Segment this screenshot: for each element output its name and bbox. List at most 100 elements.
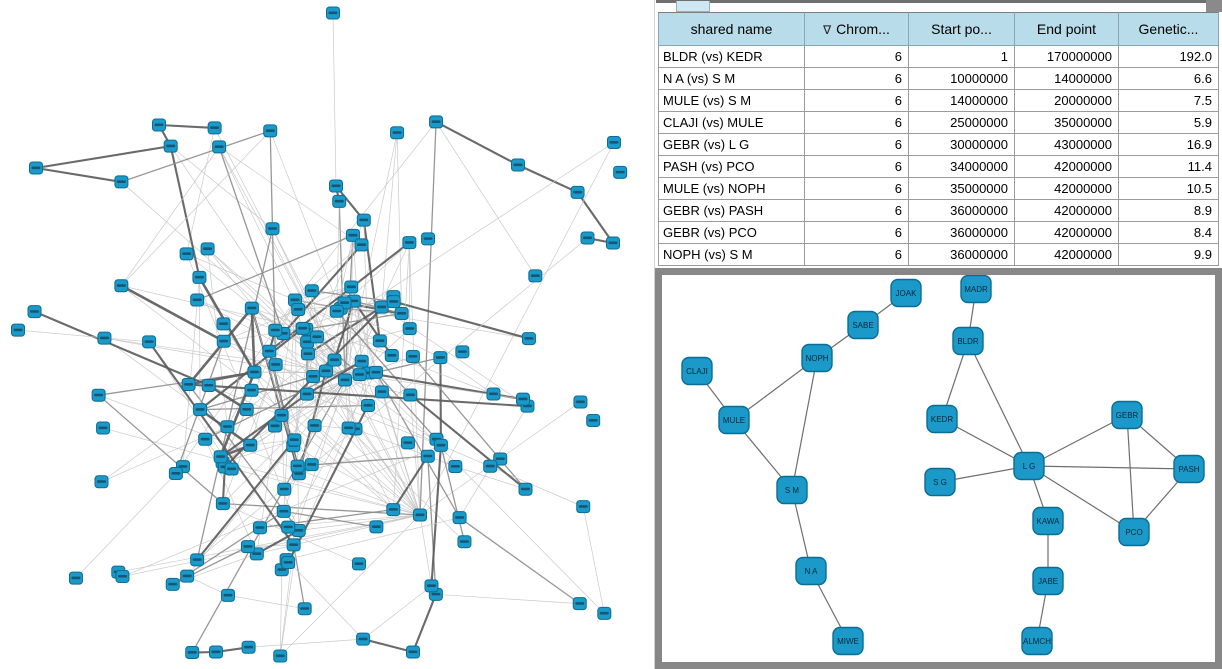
- graph-node[interactable]: [273, 649, 288, 663]
- graph-node[interactable]: N A: [795, 556, 827, 586]
- graph-node[interactable]: [165, 577, 180, 591]
- table-row[interactable]: MULE (vs) S M 6 14000000 20000000 7.5: [658, 89, 1219, 112]
- graph-node[interactable]: NOPH: [801, 343, 833, 373]
- graph-node[interactable]: [241, 640, 256, 654]
- graph-node[interactable]: [212, 140, 227, 154]
- graph-node[interactable]: [247, 365, 262, 379]
- graph-node[interactable]: [224, 462, 239, 476]
- graph-node[interactable]: [356, 213, 371, 227]
- graph-node[interactable]: [421, 232, 436, 246]
- graph-node[interactable]: [606, 135, 621, 149]
- graph-node[interactable]: [295, 321, 310, 335]
- graph-node[interactable]: [220, 420, 235, 434]
- graph-node[interactable]: [299, 387, 314, 401]
- graph-node[interactable]: [448, 460, 463, 474]
- graph-node[interactable]: PCO: [1118, 517, 1150, 547]
- graph-node[interactable]: [192, 270, 207, 284]
- graph-node[interactable]: [252, 521, 267, 535]
- graph-node[interactable]: [455, 345, 470, 359]
- graph-node[interactable]: [301, 347, 316, 361]
- column-header-genetic[interactable]: Genetic...: [1118, 12, 1219, 46]
- graph-node[interactable]: [291, 524, 306, 538]
- graph-node[interactable]: [244, 383, 259, 397]
- graph-node[interactable]: [405, 349, 420, 363]
- graph-node[interactable]: [220, 588, 235, 602]
- graph-node[interactable]: CLAJI: [681, 356, 713, 386]
- graph-node[interactable]: MULE: [718, 405, 750, 435]
- graph-node[interactable]: [309, 330, 324, 344]
- graph-node[interactable]: [281, 520, 296, 534]
- graph-node[interactable]: [181, 378, 196, 392]
- graph-node[interactable]: [262, 344, 277, 358]
- graph-node[interactable]: [390, 126, 405, 140]
- graph-node[interactable]: [429, 115, 444, 129]
- graph-node[interactable]: [216, 317, 231, 331]
- graph-node[interactable]: [356, 632, 371, 646]
- graph-node[interactable]: [457, 535, 472, 549]
- graph-node[interactable]: [29, 161, 43, 175]
- table-row[interactable]: NOPH (vs) S M 6 36000000 42000000 9.9: [658, 243, 1219, 266]
- table-row[interactable]: GEBR (vs) PASH 6 36000000 42000000 8.9: [658, 199, 1219, 222]
- graph-node[interactable]: [276, 504, 291, 518]
- graph-node[interactable]: [193, 403, 208, 417]
- graph-node[interactable]: [142, 335, 157, 349]
- graph-node[interactable]: [452, 511, 467, 525]
- graph-node[interactable]: [345, 228, 360, 242]
- graph-node[interactable]: BLDR: [952, 326, 984, 356]
- graph-node[interactable]: [613, 165, 628, 179]
- graph-node[interactable]: [420, 449, 435, 463]
- graph-node[interactable]: [606, 236, 620, 250]
- graph-node[interactable]: [152, 118, 166, 132]
- graph-node[interactable]: [528, 269, 543, 283]
- column-header-end-point[interactable]: End point: [1014, 12, 1119, 46]
- graph-node[interactable]: [511, 158, 525, 172]
- graph-node[interactable]: [286, 538, 301, 552]
- graph-node[interactable]: MIWE: [832, 626, 864, 656]
- graph-node[interactable]: [372, 334, 387, 348]
- graph-node[interactable]: [168, 467, 183, 481]
- graph-node[interactable]: [400, 436, 415, 450]
- graph-node[interactable]: [198, 432, 213, 446]
- table-row[interactable]: GEBR (vs) PCO 6 36000000 42000000 8.4: [658, 221, 1219, 244]
- graph-node[interactable]: [268, 323, 283, 337]
- graph-node[interactable]: [91, 388, 106, 402]
- graph-node[interactable]: [572, 597, 587, 611]
- graph-node[interactable]: [200, 242, 215, 256]
- graph-node[interactable]: [402, 322, 417, 336]
- graph-node[interactable]: PASH: [1173, 454, 1205, 484]
- graph-node[interactable]: [394, 307, 409, 321]
- graph-node[interactable]: [185, 646, 200, 660]
- graph-node[interactable]: [326, 6, 340, 20]
- graph-node[interactable]: [96, 421, 111, 435]
- graph-node[interactable]: [329, 304, 344, 318]
- graph-node[interactable]: [213, 450, 228, 464]
- graph-node[interactable]: [586, 414, 601, 428]
- graph-node[interactable]: [369, 365, 384, 379]
- graph-node[interactable]: [263, 124, 278, 138]
- graph-node[interactable]: [209, 645, 223, 659]
- graph-node[interactable]: [68, 571, 83, 585]
- graph-node[interactable]: [576, 500, 591, 514]
- graph-node[interactable]: [580, 231, 595, 245]
- table-tab[interactable]: [676, 1, 710, 12]
- main-network-canvas[interactable]: [0, 0, 654, 669]
- graph-node[interactable]: [243, 438, 258, 452]
- graph-node[interactable]: [297, 602, 312, 616]
- graph-node[interactable]: [180, 569, 195, 583]
- graph-node[interactable]: [304, 458, 319, 472]
- graph-node[interactable]: [215, 497, 230, 511]
- graph-node[interactable]: S M: [776, 475, 808, 505]
- graph-node[interactable]: [190, 293, 205, 307]
- graph-node[interactable]: [386, 295, 401, 309]
- graph-node[interactable]: [354, 238, 369, 252]
- graph-node[interactable]: ALMCH: [1021, 626, 1053, 656]
- graph-node[interactable]: [374, 385, 389, 399]
- table-row[interactable]: MULE (vs) NOPH 6 35000000 42000000 10.5: [658, 177, 1219, 200]
- graph-node[interactable]: [573, 395, 588, 409]
- graph-node[interactable]: [403, 388, 418, 402]
- graph-node[interactable]: [216, 334, 231, 348]
- graph-node[interactable]: MADR: [960, 275, 992, 304]
- graph-node[interactable]: [163, 139, 178, 153]
- graph-node[interactable]: [114, 279, 129, 293]
- graph-node[interactable]: [518, 482, 533, 496]
